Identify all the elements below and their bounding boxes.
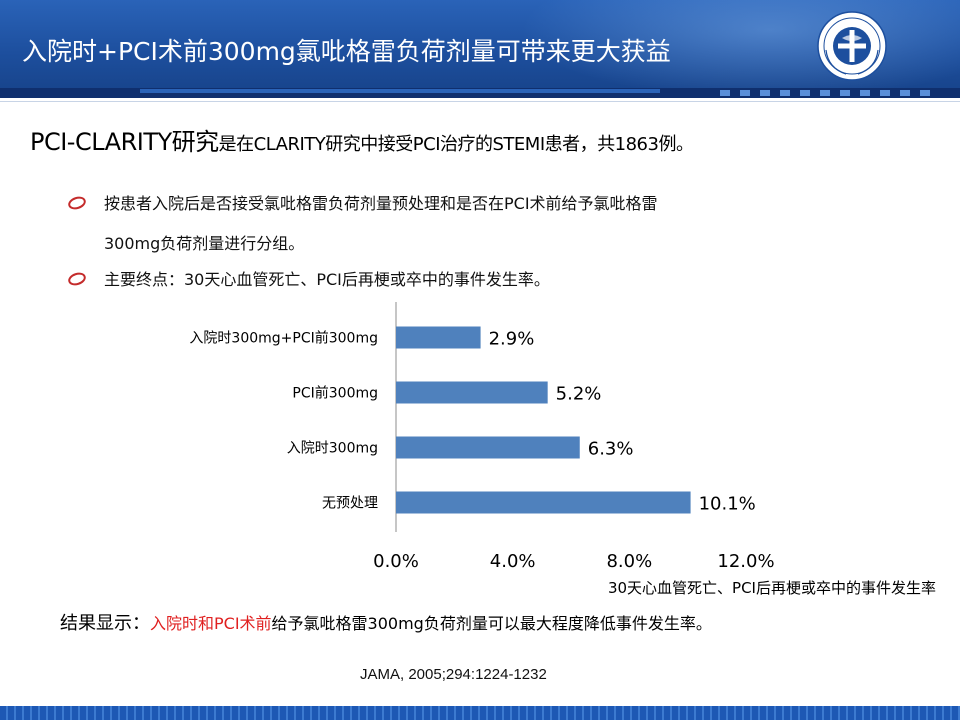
data-label: 5.2%: [556, 384, 602, 405]
slide-header: 入院时+PCI术前300mg氯吡格雷负荷剂量可带来更大获益: [0, 0, 960, 88]
intro-lead: PCI-CLARITY研究: [30, 128, 219, 156]
category-label: 入院时300mg: [287, 441, 378, 457]
event-rate-bar-chart: 入院时300mg+PCI前300mg 2.9% PCI前300mg 5.2% 入院时30…: [189, 302, 936, 597]
bar: [396, 436, 580, 459]
header-divider: [0, 101, 960, 102]
category-label: 入院时300mg+PCI前300mg: [189, 330, 378, 347]
bullet-1: 按患者入院后是否接受氯吡格雷负荷剂量预处理和是否在PCI术前给予氯吡格雷: [66, 190, 658, 214]
x-tick-label: 0.0%: [373, 551, 419, 572]
bullet-2-line1: 主要终点：30天心血管死亡、PCI后再梗或卒中的事件发生率。: [104, 270, 550, 289]
bar: [396, 326, 481, 349]
bullet-1-line1: 按患者入院后是否接受氯吡格雷负荷剂量预处理和是否在PCI术前给予氯吡格雷: [104, 194, 658, 213]
citation: JAMA, 2005;294:1224-1232: [360, 666, 547, 683]
data-label: 2.9%: [489, 329, 535, 350]
ministry-of-health-emblem-icon: [817, 11, 887, 81]
x-axis-title: 30天心血管死亡、PCI后再梗或卒中的事件发生率: [608, 579, 936, 597]
conclusion-rest: 给予氯吡格雷300mg负荷剂量可以最大程度降低事件发生率。: [271, 614, 712, 633]
conclusion-highlight: 入院时和PCI术前: [150, 614, 272, 633]
slide-title: 入院时+PCI术前300mg氯吡格雷负荷剂量可带来更大获益: [22, 37, 671, 66]
category-label: PCI前300mg: [292, 385, 378, 402]
data-label: 10.1%: [699, 494, 756, 515]
bar: [396, 381, 548, 404]
category-label: 无预处理: [322, 496, 378, 512]
x-tick-label: 12.0%: [717, 551, 774, 572]
bullet-marker-icon: [66, 270, 88, 287]
study-intro: PCI-CLARITY研究是在CLARITY研究中接受PCI治疗的STEMI患者…: [30, 122, 694, 157]
footer-stripe: [0, 706, 960, 720]
conclusion-lead: 结果显示：: [60, 613, 150, 634]
data-label: 6.3%: [588, 439, 634, 460]
intro-rest: 是在CLARITY研究中接受PCI治疗的STEMI患者，共1863例。: [218, 134, 694, 155]
bullet-1-continuation: 300mg负荷剂量进行分组。: [104, 234, 305, 253]
x-tick-label: 4.0%: [490, 551, 536, 572]
x-tick-label: 8.0%: [606, 551, 652, 572]
conclusion: 结果显示：入院时和PCI术前给予氯吡格雷300mg负荷剂量可以最大程度降低事件发…: [60, 609, 712, 635]
bullet-2: 主要终点：30天心血管死亡、PCI后再梗或卒中的事件发生率。: [66, 266, 550, 290]
bar: [396, 491, 691, 514]
header-decor-bar: [0, 88, 960, 98]
bullet-marker-icon: [66, 194, 88, 211]
